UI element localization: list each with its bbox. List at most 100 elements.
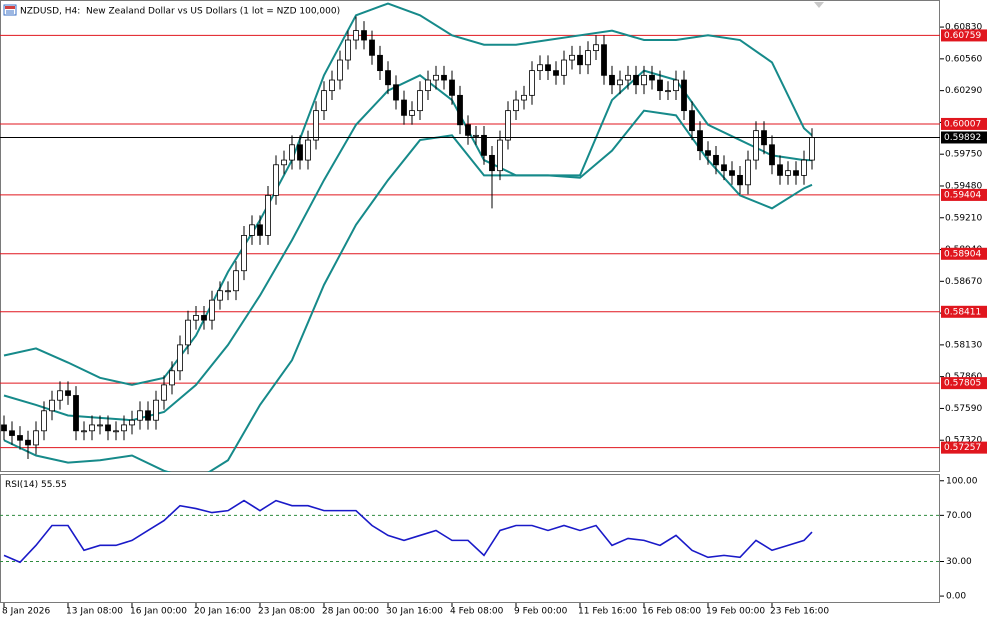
current-price-label: 0.59892 <box>944 133 981 143</box>
chart-title: NZDUSD, H4: New Zealand Dollar vs US Dol… <box>20 7 340 17</box>
candle-body <box>369 39 375 56</box>
y-tick-label: 0.59210 <box>945 213 982 223</box>
x-tick-label: 19 Feb 00:00 <box>706 607 765 617</box>
x-tick-label: 16 Jan 00:00 <box>130 607 187 617</box>
rsi-current: 55.55 <box>41 480 67 490</box>
candle-body <box>593 44 599 52</box>
candle-body <box>81 430 87 433</box>
x-tick-label: 30 Jan 16:00 <box>386 607 443 617</box>
level-tag-label: 0.57257 <box>944 443 981 453</box>
candle-body <box>33 430 39 446</box>
candle-body <box>401 99 407 116</box>
candle-body <box>297 144 303 161</box>
y-tick-label: 0.59750 <box>945 150 982 160</box>
candle-body <box>617 79 623 86</box>
y-tick-label: 0.60290 <box>945 86 982 96</box>
level-tag <box>941 29 987 42</box>
candle-body <box>729 170 735 176</box>
level-tag <box>941 247 987 260</box>
candle-body <box>529 70 535 96</box>
x-tick-label: 16 Feb 08:00 <box>642 607 701 617</box>
candle-body <box>209 299 215 321</box>
candle-body <box>233 270 239 292</box>
candle-body <box>169 370 175 386</box>
candle-body <box>433 74 439 81</box>
candle-body <box>561 59 567 76</box>
level-tag <box>941 117 987 130</box>
candle-body <box>201 315 207 321</box>
candle-body <box>129 419 135 426</box>
x-tick-label: 9 Feb 00:00 <box>514 607 568 617</box>
candle-body <box>721 164 727 172</box>
candle-body <box>809 137 815 161</box>
candle-body <box>649 74 655 81</box>
candle-body <box>57 390 63 401</box>
level-tag-label: 0.60007 <box>944 119 981 129</box>
candle-body <box>409 110 415 116</box>
candle-body <box>97 424 103 427</box>
candle-body <box>681 79 687 112</box>
level-tag <box>941 188 987 201</box>
rsi-frame <box>0 474 940 603</box>
y-tick-label: 0.57590 <box>945 404 982 414</box>
candle-body <box>9 430 15 436</box>
x-tick-label: 23 Feb 16:00 <box>770 607 829 617</box>
current-price-tag <box>941 131 987 144</box>
rsi-tick-label: 100.00 <box>946 476 978 486</box>
candle-body <box>473 134 479 137</box>
level-tag <box>941 377 987 390</box>
candle-body <box>337 59 343 81</box>
candle-body <box>345 39 351 61</box>
y-tick-label: 0.60560 <box>945 54 982 64</box>
axes: 0.608300.605600.602900.600200.597500.594… <box>2 23 987 617</box>
candle-body <box>625 74 631 81</box>
x-tick-label: 13 Jan 08:00 <box>66 607 123 617</box>
candle-body <box>489 154 495 172</box>
candle-body <box>353 30 359 41</box>
candle-body <box>225 290 231 293</box>
rsi-tick-label: 0.00 <box>946 592 966 602</box>
candle-body <box>361 30 367 41</box>
candle-body <box>17 435 23 441</box>
rsi-name: RSI(14) <box>5 480 38 490</box>
y-tick-label: 0.58670 <box>945 277 982 287</box>
candle-body <box>177 344 183 372</box>
level-tag-label: 0.60759 <box>944 31 981 41</box>
main-plot <box>0 2 940 472</box>
candle-body <box>193 315 199 321</box>
candle-body <box>425 79 431 92</box>
y-tick-label: 0.59480 <box>945 181 982 191</box>
candle-body <box>689 110 695 132</box>
candle-body <box>665 90 671 93</box>
candle-body <box>321 90 327 112</box>
candle-body <box>417 90 423 112</box>
candle-body <box>769 144 775 166</box>
shift-marker <box>814 2 824 8</box>
candle-body <box>161 384 167 401</box>
candle-body <box>313 110 319 141</box>
candle-body <box>441 74 447 81</box>
x-tick-label: 11 Feb 16:00 <box>578 607 637 617</box>
candle-body <box>513 99 519 112</box>
candle-body <box>457 94 463 126</box>
candle-body <box>121 424 127 432</box>
level-tag <box>941 441 987 454</box>
level-tag-label: 0.58411 <box>944 307 981 317</box>
candle-body <box>713 154 719 166</box>
candle-body <box>585 50 591 66</box>
x-tick-label: 4 Feb 08:00 <box>450 607 504 617</box>
y-tick-label: 0.58130 <box>945 340 982 350</box>
x-tick-label: 20 Jan 16:00 <box>194 607 251 617</box>
candle-body <box>785 170 791 176</box>
candle-body <box>289 144 295 161</box>
symbol-icon-band <box>5 6 15 9</box>
candle-body <box>673 79 679 92</box>
candle-body <box>41 410 47 432</box>
candle-body <box>793 170 799 176</box>
candle-body <box>745 159 751 186</box>
candle-body <box>49 399 55 412</box>
candle-body <box>25 439 31 446</box>
x-tick-label: 28 Jan 00:00 <box>322 607 379 617</box>
candle-body <box>393 84 399 101</box>
